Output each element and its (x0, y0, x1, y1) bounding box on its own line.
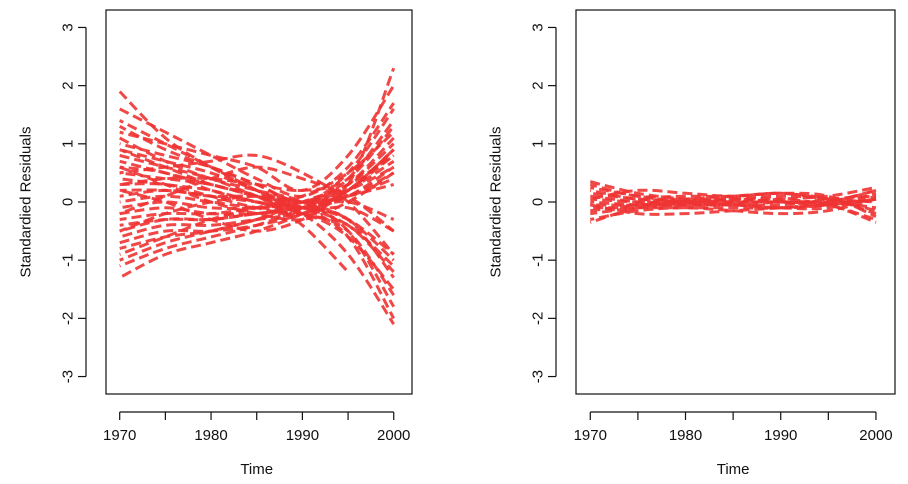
y-axis-label: Standardied Residuals (18, 127, 35, 278)
series-line-13 (119, 177, 395, 204)
y-tick-label: 2 (530, 81, 547, 89)
series-line-10 (590, 188, 877, 210)
y-tick-label: 0 (530, 198, 547, 206)
series-line-3 (119, 84, 395, 192)
series-line-31 (119, 165, 395, 222)
series-line-12 (590, 194, 877, 216)
series-line-15 (590, 188, 877, 204)
series-line-34 (119, 131, 395, 256)
series-line-5 (590, 186, 877, 204)
left-residuals-panel: 1970 1980 1990 2000 -3 -2 -1 0 1 2 3 Time Standard… (18, 9, 413, 478)
series-line-32 (119, 194, 395, 262)
y-tick-label: 3 (60, 23, 77, 31)
x-tick-label: 1980 (194, 427, 227, 444)
series-line-7 (590, 197, 877, 210)
x-axis-label: Time (240, 461, 273, 478)
y-axis-label: Standardied Residuals (488, 127, 505, 278)
y-tick-label: -1 (60, 254, 77, 267)
series-line-16 (590, 197, 877, 216)
series-line-13 (590, 197, 877, 221)
x-tick-label: 1990 (764, 427, 797, 444)
y-tick-label: 1 (60, 140, 77, 148)
y-tick-label: 1 (530, 140, 547, 148)
y-tick-label: -3 (60, 370, 77, 383)
y-tick-label: -2 (530, 312, 547, 325)
y-tick-label: -1 (530, 254, 547, 267)
series-line-26 (119, 136, 395, 308)
series-line-23 (119, 154, 395, 262)
x-tick-label: 1970 (103, 427, 136, 444)
series-lines (589, 180, 877, 224)
x-tick-label: 1970 (574, 427, 607, 444)
y-tick-label: 3 (530, 23, 547, 31)
series-line-33 (119, 119, 395, 273)
x-tick-label: 2000 (859, 427, 892, 444)
x-tick-label: 2000 (377, 427, 410, 444)
plot-frame (575, 9, 896, 395)
y-tick-label: -3 (530, 370, 547, 383)
y-tick-label: -2 (60, 312, 77, 325)
series-lines (118, 67, 396, 326)
series-line-19 (119, 183, 395, 233)
series-line-35 (119, 125, 395, 192)
series-line-36 (119, 102, 395, 198)
series-line-30 (119, 154, 395, 233)
x-tick-label: 1980 (669, 427, 702, 444)
series-line-4 (119, 108, 395, 204)
x-axis-label: Time (717, 461, 750, 478)
axes: 1970 1980 1990 2000 -3 -2 -1 0 1 2 3 (60, 23, 411, 444)
series-line-29 (119, 165, 395, 233)
series-line-27 (119, 148, 350, 273)
right-residuals-panel: 1970 1980 1990 2000 -3 -2 -1 0 1 2 3 Time Standard… (488, 9, 896, 478)
series-line-14 (589, 197, 877, 224)
y-tick-label: 0 (60, 198, 77, 206)
x-tick-label: 1990 (286, 427, 319, 444)
axes: 1970 1980 1990 2000 -3 -2 -1 0 1 2 3 (530, 23, 893, 444)
series-line-22 (119, 171, 395, 250)
plot-frame (105, 9, 413, 395)
y-tick-label: 2 (60, 81, 77, 89)
